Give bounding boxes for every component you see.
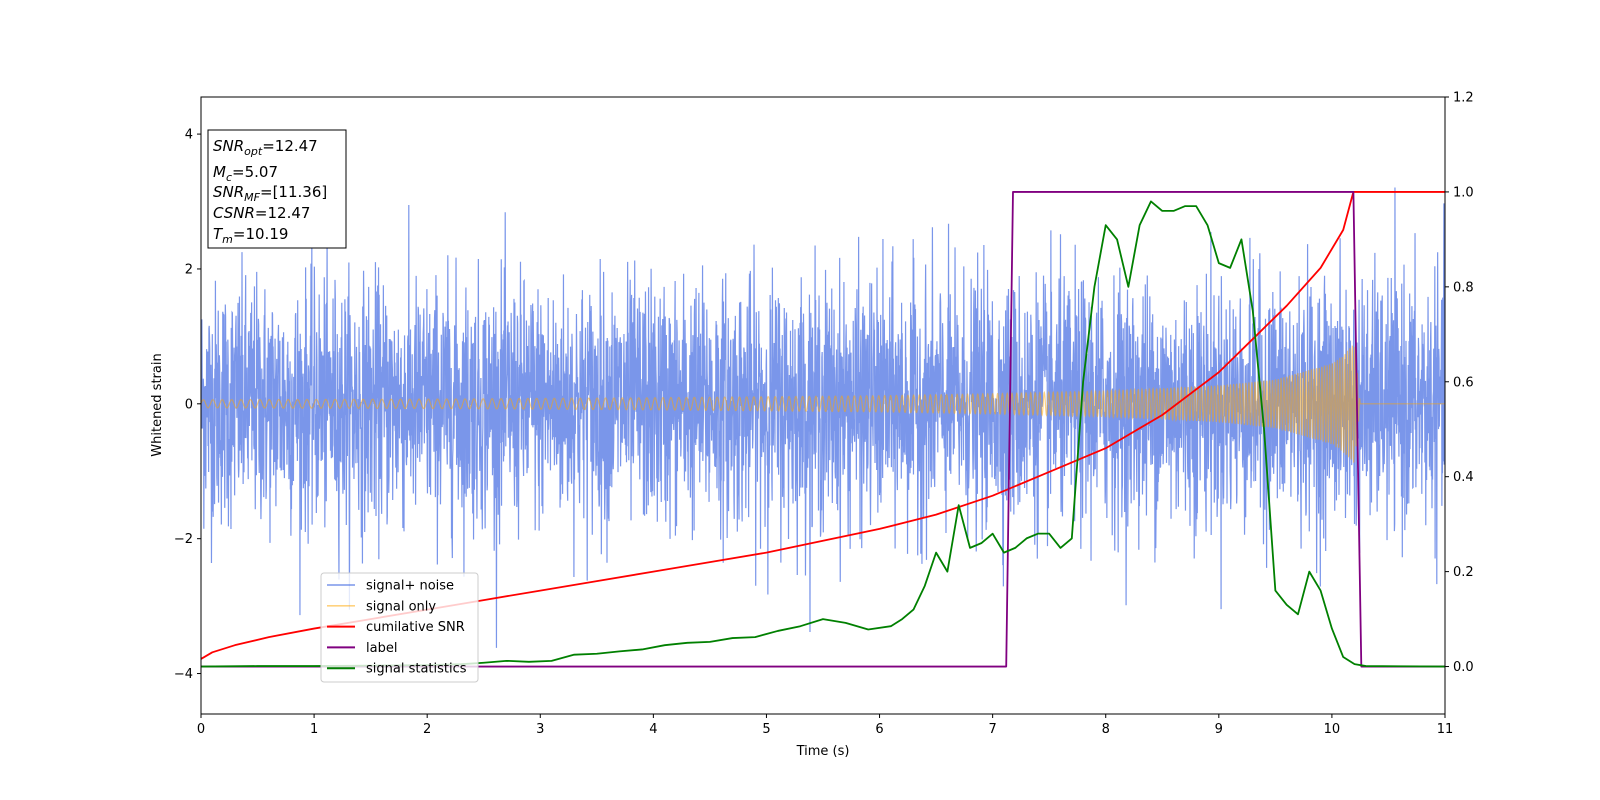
y2-tick-label: 1.0 (1453, 185, 1474, 200)
legend-label: signal+ noise (366, 579, 454, 594)
x-tick-label: 11 (1437, 722, 1454, 737)
info-tm: Tm=10.19 (213, 225, 288, 246)
x-tick-label: 2 (423, 722, 431, 737)
info-box: SNRopt=12.47 Mc=5.07 SNRMF=[11.36] CSNR=… (207, 129, 347, 249)
legend-label: signal statistics (366, 662, 467, 677)
x-tick-label: 3 (536, 722, 544, 737)
y2-tick-label: 0.8 (1453, 280, 1474, 295)
legend-label: signal only (366, 599, 436, 614)
legend: signal+ noise signal only cumilative SNR la… (320, 572, 479, 683)
series-signal-plus-noise (201, 187, 1445, 648)
y2-tick-label: 0.4 (1453, 470, 1474, 485)
y-axis-label: Whitened strain (150, 353, 165, 456)
y-tick-label: 2 (185, 262, 193, 277)
info-mc-value: =5.07 (232, 163, 278, 181)
y-tick-label: −2 (174, 532, 193, 547)
plot-frame (200, 96, 1446, 715)
x-tick-label: 1 (310, 722, 318, 737)
x-tick-label: 9 (1215, 722, 1223, 737)
y2-tick-label: 0.0 (1453, 660, 1474, 675)
x-tick-label: 6 (875, 722, 883, 737)
info-snr-mf: SNRMF=[11.36] (213, 183, 327, 204)
y-tick-label: 4 (185, 128, 193, 143)
info-box-frame (207, 129, 347, 249)
info-mc: Mc=5.07 (213, 163, 278, 184)
legend-label: label (366, 641, 397, 656)
legend-label: cumilative SNR (366, 620, 465, 635)
y2-tick-label: 1.2 (1453, 91, 1474, 106)
x-tick-label: 8 (1102, 722, 1110, 737)
info-snr-opt-value: =12.47 (262, 137, 318, 155)
y2-tick-label: 0.2 (1453, 565, 1474, 580)
y2-tick-label: 0.6 (1453, 375, 1474, 390)
y-tick-label: 0 (185, 397, 193, 412)
x-axis-label: Time (s) (796, 744, 850, 759)
y-tick-label: −4 (174, 667, 193, 682)
x-tick-label: 7 (988, 722, 996, 737)
x-tick-label: 10 (1324, 722, 1341, 737)
info-snr-opt: SNRopt=12.47 (213, 137, 318, 158)
x-tick-label: 0 (197, 722, 205, 737)
series-signal-statistics (201, 200, 1445, 668)
x-tick-label: 5 (762, 722, 770, 737)
info-csnr: CSNR=12.47 (213, 204, 310, 222)
series-signal-only (201, 345, 1445, 463)
info-tm-value: =10.19 (233, 225, 289, 243)
info-snr-mf-value: =[11.36] (260, 183, 327, 201)
ticks-layer: 0 1 2 3 4 5 6 7 8 9 10 11 −4 −2 0 2 4 0.0 0.2 0.4 0.6 0.8 1.0 1… (174, 91, 1474, 738)
x-tick-label: 4 (649, 722, 657, 737)
legend-frame (320, 572, 479, 683)
info-csnr-value: =12.47 (255, 204, 311, 222)
